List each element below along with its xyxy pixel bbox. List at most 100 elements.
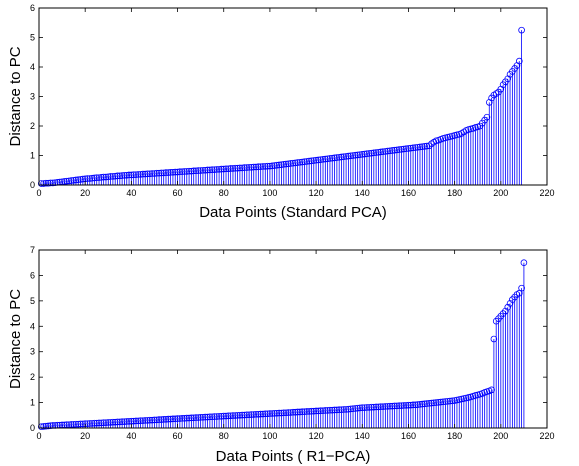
data-point-marker (393, 146, 401, 154)
data-point-marker (218, 165, 225, 173)
data-point-marker (134, 417, 142, 425)
data-point-marker (352, 151, 359, 159)
data-point-marker (453, 396, 461, 404)
data-point-marker (425, 142, 433, 150)
data-point-marker (211, 166, 218, 173)
data-point-marker (294, 159, 301, 166)
data-point-marker (250, 411, 258, 418)
data-point-marker (201, 413, 209, 421)
data-point-marker (118, 172, 126, 179)
data-point-marker (419, 400, 426, 408)
y-tick-label: 2 (30, 121, 35, 131)
data-point-marker (68, 177, 75, 184)
data-point-marker (229, 165, 237, 172)
y-tick-label: 5 (30, 33, 35, 43)
data-point-marker (137, 171, 144, 178)
data-point-marker (292, 408, 299, 416)
data-point-marker (47, 422, 54, 430)
data-point-marker (190, 167, 198, 175)
data-point-marker (444, 397, 452, 405)
data-point-marker (178, 168, 186, 176)
data-point-marker (208, 166, 216, 173)
data-point-marker (169, 415, 177, 423)
data-point-marker (386, 147, 394, 155)
data-point-marker (255, 163, 262, 171)
data-point-marker (460, 395, 468, 402)
data-point-marker (273, 409, 281, 417)
data-point-marker (134, 171, 142, 178)
data-point-marker (132, 171, 140, 178)
data-point-marker (322, 407, 329, 414)
data-point-marker (95, 174, 103, 181)
data-point-marker (118, 418, 126, 425)
data-point-marker (296, 158, 304, 166)
data-point-marker (155, 169, 163, 177)
data-point-marker (204, 166, 211, 174)
y-tick-label: 5 (30, 296, 35, 306)
data-point-marker (123, 171, 131, 179)
data-point-marker (74, 420, 82, 428)
data-point-marker (340, 406, 348, 413)
data-point-marker (294, 408, 301, 416)
data-point-marker (93, 419, 101, 427)
data-point-marker (414, 401, 421, 408)
data-point-marker (234, 164, 241, 172)
chart-2: 0 20 40 60 80 100 120 140 160 180 200 220 0 1 2 3 4 5 6 7 D… (7, 245, 555, 465)
chart-1-ticks: 0 20 40 60 80 100 120 140 160 180 200 220 0 1 2 3 4 5 6 (30, 3, 555, 198)
data-point-marker (356, 404, 364, 412)
data-point-marker (264, 410, 271, 418)
data-point-marker (248, 164, 255, 171)
chart-1-ylabel: Distance to PC (7, 46, 24, 146)
data-point-marker (111, 172, 119, 180)
data-point-marker (287, 160, 294, 167)
data-point-marker (393, 402, 401, 410)
data-point-marker (421, 143, 428, 150)
data-point-marker (44, 422, 52, 430)
data-point-marker (490, 335, 498, 343)
chart-2-markers (38, 259, 528, 431)
data-point-marker (155, 416, 163, 423)
data-point-marker (462, 394, 470, 402)
data-point-marker (296, 408, 304, 416)
data-point-marker (204, 413, 211, 421)
data-point-marker (358, 404, 366, 411)
data-point-marker (361, 404, 368, 411)
data-point-marker (382, 148, 389, 155)
data-point-marker (407, 144, 415, 152)
data-point-marker (176, 168, 184, 176)
data-point-marker (398, 402, 405, 409)
data-point-marker (231, 412, 239, 419)
data-point-marker (169, 169, 177, 176)
data-point-marker (61, 178, 68, 185)
data-point-marker (506, 300, 514, 307)
data-point-marker (430, 399, 438, 407)
data-point-marker (365, 150, 373, 157)
data-point-marker (252, 163, 260, 171)
data-point-marker (363, 404, 371, 411)
data-point-marker (388, 402, 396, 410)
data-point-marker (220, 412, 228, 420)
x-tick-label: 0 (36, 188, 41, 198)
data-point-marker (261, 163, 269, 170)
data-point-marker (195, 414, 202, 421)
data-point-marker (243, 164, 251, 171)
data-point-marker (63, 177, 71, 185)
data-point-marker (368, 403, 375, 411)
data-point-marker (98, 174, 105, 181)
data-point-marker (192, 414, 200, 421)
data-point-marker (502, 307, 509, 315)
data-point-marker (442, 398, 449, 405)
data-point-marker (518, 26, 525, 34)
y-tick-label: 2 (30, 372, 35, 382)
data-point-marker (248, 411, 255, 418)
data-point-marker (42, 422, 50, 430)
data-point-marker (100, 419, 107, 426)
data-point-marker (72, 420, 80, 428)
data-point-marker (104, 173, 112, 181)
data-point-marker (409, 401, 417, 409)
data-point-marker (107, 173, 114, 180)
data-point-marker (409, 144, 417, 152)
data-point-marker (303, 158, 311, 165)
data-point-marker (51, 179, 59, 186)
data-point-marker (70, 421, 77, 428)
